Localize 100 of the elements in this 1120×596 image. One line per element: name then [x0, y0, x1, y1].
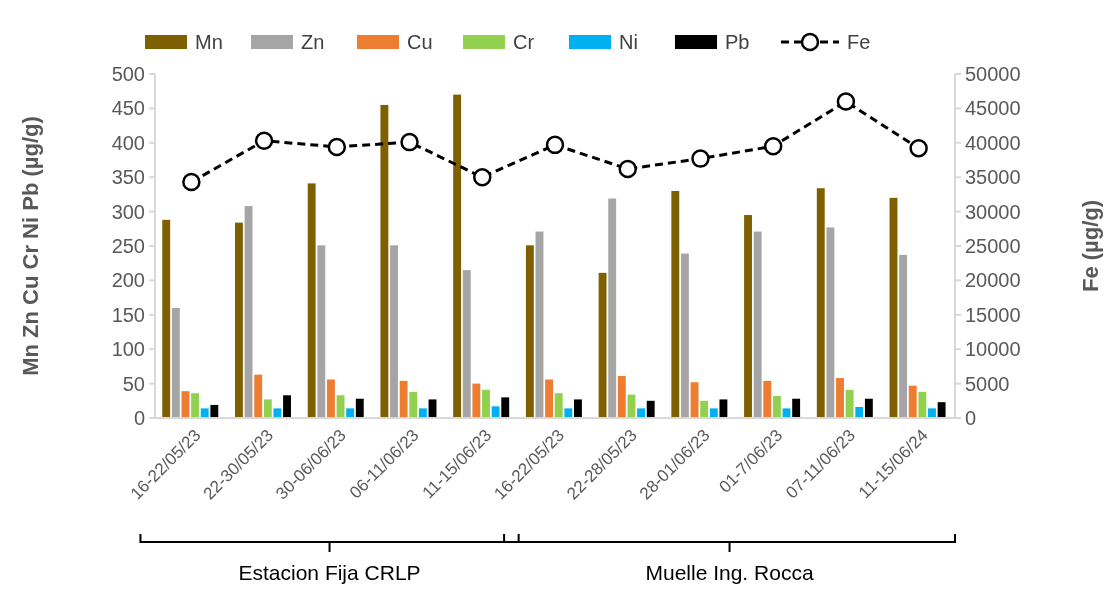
bar — [899, 254, 908, 418]
bar — [254, 374, 263, 418]
bar — [273, 408, 282, 418]
bar — [317, 245, 326, 418]
legend-label: Cr — [513, 31, 535, 53]
bar — [191, 393, 200, 418]
point — [545, 135, 565, 155]
bar — [399, 380, 408, 418]
bar — [763, 380, 772, 418]
point — [254, 131, 274, 150]
legend-label: Ni — [619, 31, 638, 53]
point — [618, 159, 637, 179]
bar — [564, 408, 573, 418]
bar — [826, 227, 835, 418]
bar — [646, 400, 655, 418]
bar — [346, 408, 355, 418]
point — [182, 172, 201, 192]
bar — [772, 395, 781, 418]
bar — [355, 398, 364, 418]
legend-label: Fe — [847, 31, 871, 53]
legend-label: Zn — [301, 31, 325, 53]
y-tick-label: 200 — [111, 269, 145, 292]
bar — [709, 408, 718, 418]
bar — [545, 379, 554, 418]
y2-tick-label: 30000 — [965, 200, 1021, 223]
y-tick-label: 300 — [111, 200, 145, 223]
bar — [864, 398, 873, 418]
bar — [574, 399, 582, 418]
bar — [307, 183, 316, 418]
bar — [462, 270, 471, 418]
y-tick-label: 0 — [133, 407, 145, 429]
y-tick-label: 400 — [111, 131, 145, 154]
bar — [326, 379, 335, 418]
point — [836, 92, 856, 111]
bar — [719, 399, 728, 418]
y-tick-label: 50 — [122, 372, 145, 395]
y2-tick-label: 45000 — [965, 97, 1021, 120]
y2-tick-label: 0 — [965, 407, 977, 429]
bar — [283, 395, 291, 418]
bar — [816, 188, 825, 418]
bar — [380, 104, 389, 418]
y2-tick-label: 25000 — [965, 235, 1021, 257]
y2-tick-label: 5000 — [965, 372, 1010, 395]
bar — [680, 253, 689, 418]
legend-label: Mn — [195, 31, 223, 53]
y-tick-label: 350 — [111, 166, 145, 189]
text: Muelle Ing. Rocca — [645, 561, 814, 584]
point — [327, 137, 347, 157]
bar — [501, 397, 510, 418]
y-tick-label: 150 — [111, 303, 145, 326]
bar — [235, 222, 243, 418]
bar — [937, 402, 946, 418]
bar — [792, 398, 801, 418]
bar — [637, 408, 646, 418]
bar — [162, 219, 171, 418]
bar — [855, 406, 864, 418]
y2-tick-label: 10000 — [965, 338, 1021, 361]
y-axis-title: Mn Zn Cu Cr Ni Pb (µg/g) — [18, 116, 43, 376]
y2-tick-label: 20000 — [965, 269, 1021, 292]
y2-tick-label: 50000 — [965, 63, 1021, 85]
bar — [554, 393, 563, 418]
y-tick-label: 450 — [111, 97, 145, 120]
bar — [753, 231, 762, 418]
bar — [418, 408, 427, 418]
point — [691, 149, 710, 168]
bar — [200, 408, 209, 418]
bar — [453, 94, 462, 418]
bar — [671, 190, 680, 418]
bar — [263, 399, 272, 418]
bar — [210, 404, 219, 418]
point — [473, 167, 492, 187]
bar — [845, 389, 854, 418]
text: Estacion Fija CRLP — [238, 561, 421, 584]
y2-tick-label: 15000 — [965, 303, 1021, 326]
bar — [928, 408, 936, 418]
bar — [482, 389, 490, 418]
bar — [409, 391, 418, 418]
bar — [244, 206, 253, 418]
bar — [744, 215, 752, 418]
bar — [598, 272, 607, 418]
bar — [617, 376, 626, 418]
point — [909, 139, 928, 158]
y-tick-label: 500 — [111, 63, 145, 85]
bar — [908, 385, 917, 418]
bar — [390, 245, 398, 418]
legend-label: Pb — [725, 31, 750, 53]
bar — [472, 383, 481, 418]
bar — [525, 245, 534, 418]
bar — [491, 406, 500, 418]
y2-tick-label: 40000 — [965, 131, 1021, 154]
legend-label: Cu — [407, 31, 433, 53]
bar — [171, 307, 180, 418]
bar — [918, 391, 927, 418]
bar — [836, 378, 844, 418]
y-tick-label: 100 — [111, 338, 145, 361]
bar — [700, 400, 709, 418]
y2-axis-title: Fe (µg/g) — [1078, 199, 1103, 293]
y-tick-label: 250 — [111, 235, 145, 257]
bar — [608, 198, 617, 418]
point — [763, 136, 783, 156]
